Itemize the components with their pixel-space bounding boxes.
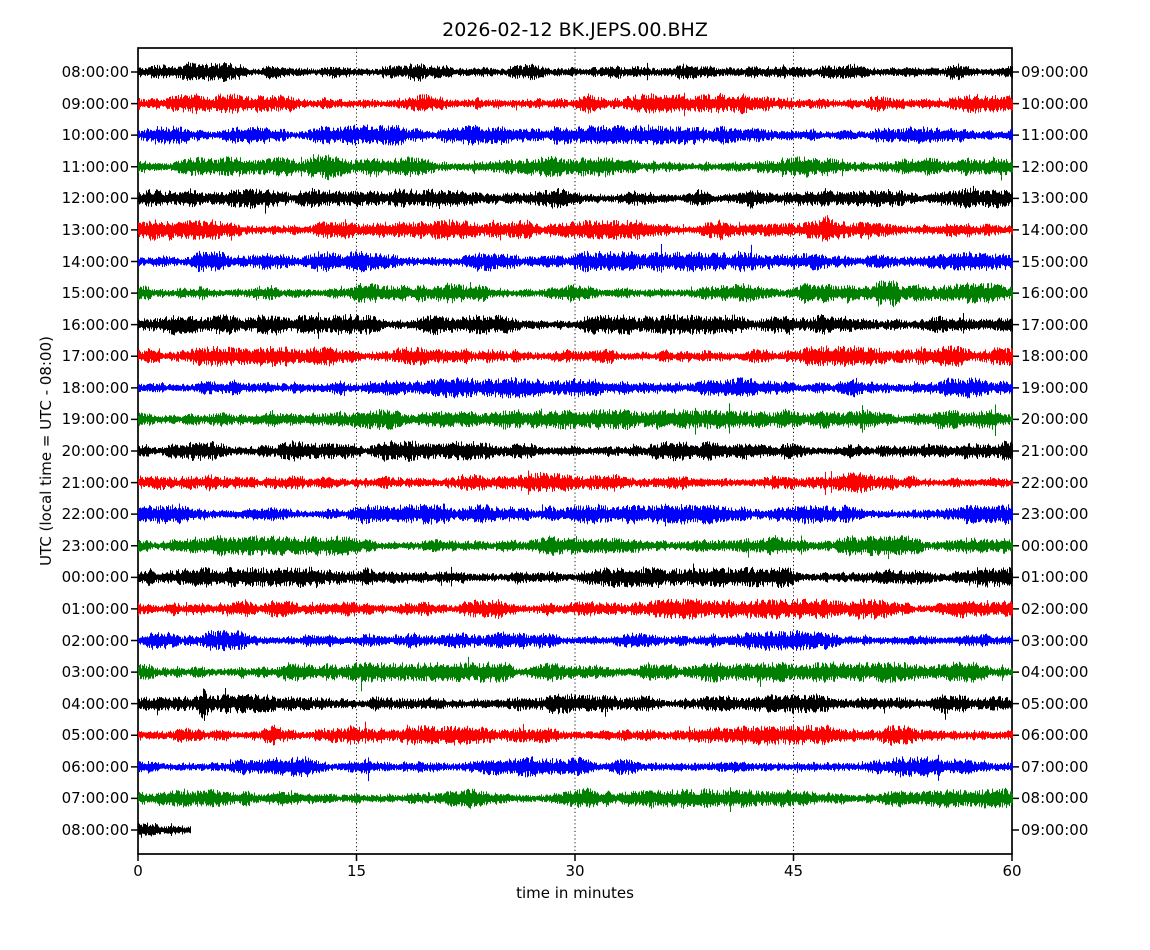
trace-row-label-right: 10:00:00 — [1021, 94, 1089, 113]
trace-row-label-left: 02:00:00 — [61, 631, 129, 650]
trace-row-label-right: 22:00:00 — [1021, 473, 1089, 492]
trace-row-label-right: 16:00:00 — [1021, 284, 1089, 303]
trace-row-label-right: 02:00:00 — [1021, 599, 1089, 618]
x-tick-label: 45 — [783, 862, 804, 880]
trace-row-label-left: 20:00:00 — [61, 442, 129, 460]
trace-row-label-left: 21:00:00 — [61, 473, 129, 492]
trace-row-label-right: 11:00:00 — [1021, 126, 1089, 145]
trace-row-label-left: 16:00:00 — [61, 315, 129, 334]
trace-row-label-right: 09:00:00 — [1021, 63, 1089, 81]
plot-area — [138, 48, 1012, 854]
trace-row-label-left: 18:00:00 — [61, 378, 129, 397]
trace-row-label-right: 04:00:00 — [1021, 663, 1089, 682]
trace-row-label-right: 00:00:00 — [1021, 536, 1089, 555]
trace-row-label-right: 23:00:00 — [1021, 505, 1089, 524]
trace-row-label-right: 18:00:00 — [1021, 347, 1089, 366]
x-tick-label: 30 — [565, 862, 585, 880]
trace-row-label-left: 11:00:00 — [61, 157, 129, 176]
trace-row-label-left: 14:00:00 — [61, 252, 129, 271]
trace-row-label-left: 03:00:00 — [61, 663, 129, 682]
trace-row-label-right: 19:00:00 — [1021, 378, 1089, 397]
trace-row-label-left: 07:00:00 — [61, 789, 129, 808]
x-tick-label: 15 — [346, 862, 367, 880]
trace-row-label-right: 01:00:00 — [1021, 568, 1089, 587]
trace-row-label-left: 01:00:00 — [61, 599, 129, 618]
trace-row-label-right: 08:00:00 — [1021, 789, 1089, 808]
chart-title: 2026-02-12 BK.JEPS.00.BHZ — [442, 19, 708, 41]
trace-row-label-left: 12:00:00 — [61, 189, 129, 208]
trace-row-label-right: 12:00:00 — [1021, 157, 1089, 176]
trace-row-label-left: 17:00:00 — [61, 347, 129, 366]
trace-row-label-right: 03:00:00 — [1021, 631, 1089, 650]
x-tick-label: 0 — [133, 862, 143, 880]
trace-row-label-left: 00:00:00 — [61, 568, 129, 587]
trace-row-label-right: 07:00:00 — [1021, 757, 1089, 776]
trace-row-label-left: 13:00:00 — [61, 220, 129, 239]
trace-row-label-right: 14:00:00 — [1021, 220, 1089, 239]
trace-row-label-right: 05:00:00 — [1021, 694, 1089, 713]
trace-row-label-left: 08:00:00 — [61, 63, 129, 81]
trace-row-label-left: 22:00:00 — [61, 505, 129, 524]
trace-row-label-left: 04:00:00 — [61, 694, 129, 713]
trace-row-label-right: 20:00:00 — [1021, 410, 1089, 429]
trace-row-label-right: 15:00:00 — [1021, 252, 1089, 271]
trace-row-label-left: 19:00:00 — [61, 410, 129, 429]
trace-row-label-left: 23:00:00 — [61, 536, 129, 555]
x-axis-label: time in minutes — [516, 884, 634, 902]
trace-row-label-left: 09:00:00 — [61, 94, 129, 113]
trace-row-label-left: 10:00:00 — [61, 126, 129, 145]
trace-row-label-right: 21:00:00 — [1021, 442, 1089, 460]
trace-row-label-left: 05:00:00 — [61, 726, 129, 745]
trace-row-label-left: 15:00:00 — [61, 284, 129, 303]
trace-row-label-right: 06:00:00 — [1021, 726, 1089, 745]
trace-row-label-left: 06:00:00 — [61, 757, 129, 776]
trace-row-label-right: 17:00:00 — [1021, 315, 1089, 334]
trace-row-label-right: 09:00:00 — [1021, 821, 1089, 839]
trace-row-label-right: 13:00:00 — [1021, 189, 1089, 208]
x-tick-label: 60 — [1002, 862, 1022, 880]
trace-row-label-left: 08:00:00 — [61, 821, 129, 839]
